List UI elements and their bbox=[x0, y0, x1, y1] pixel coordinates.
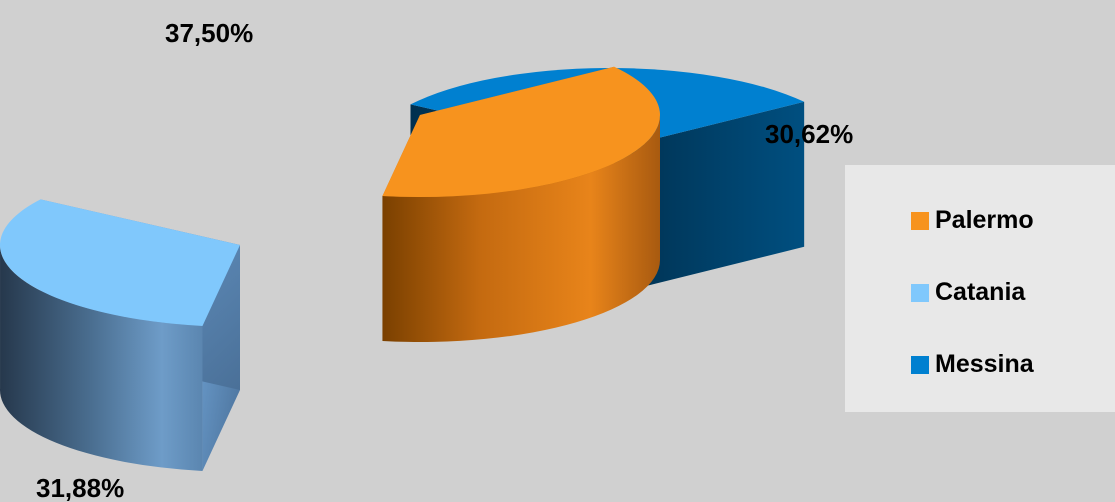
legend-swatch bbox=[911, 283, 929, 302]
legend-swatch bbox=[911, 355, 929, 374]
legend-label: Catania bbox=[935, 278, 1026, 306]
legend-item-palermo: Palermo bbox=[911, 202, 1115, 239]
pie-slice-catania bbox=[0, 199, 240, 471]
legend-label: Palermo bbox=[935, 206, 1034, 234]
legend-swatch bbox=[911, 211, 929, 230]
pie-slice-catania-top bbox=[0, 199, 240, 326]
pie-slice-palermo bbox=[382, 66, 660, 342]
legend-label: Messina bbox=[935, 350, 1034, 378]
data-label-catania: 31,88% bbox=[36, 473, 124, 502]
data-label-messina: 30,62% bbox=[765, 119, 853, 149]
pie-slice-palermo-side bbox=[382, 115, 660, 342]
data-label-palermo: 37,50% bbox=[165, 18, 253, 48]
pie-slice-catania-side bbox=[0, 243, 203, 471]
legend-item-messina: Messina bbox=[911, 346, 1115, 383]
pie-slice-palermo-top bbox=[382, 66, 660, 198]
legend: Palermo Catania Messina bbox=[845, 165, 1115, 412]
legend-item-catania: Catania bbox=[911, 274, 1115, 311]
